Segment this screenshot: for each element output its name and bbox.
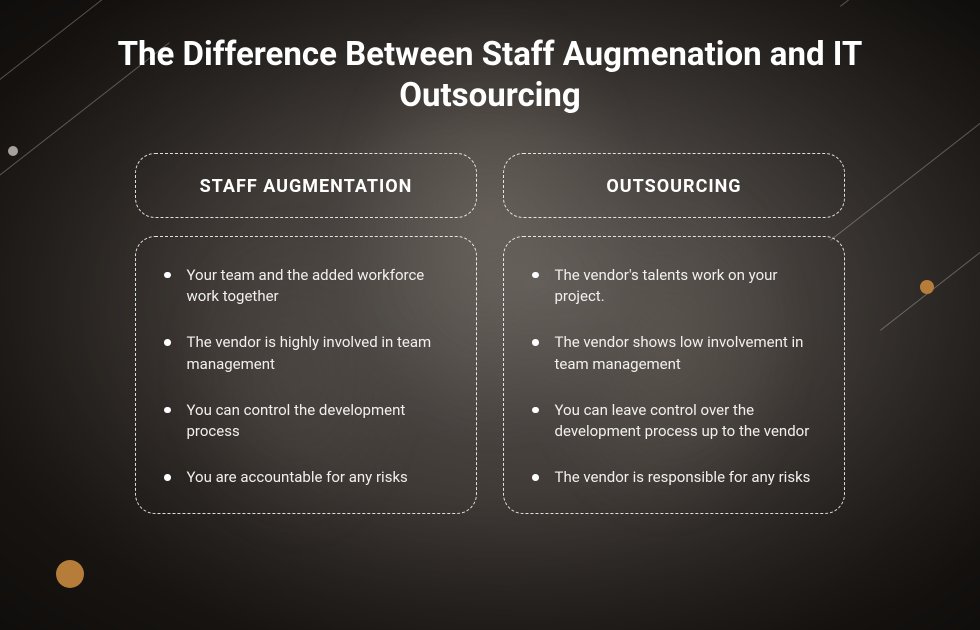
bullet-icon [164, 339, 171, 346]
column-body-box: The vendor's talents work on your projec… [503, 236, 845, 514]
columns-container: STAFF AUGMENTATION Your team and the adde… [60, 153, 920, 514]
bullet-icon [532, 339, 539, 346]
column-header: STAFF AUGMENTATION [156, 176, 456, 197]
column-body-box: Your team and the added workforce work t… [135, 236, 477, 514]
item-text: The vendor is highly involved in team ma… [187, 332, 455, 376]
item-text: The vendor's talents work on your projec… [555, 265, 823, 309]
item-text: The vendor shows low involvement in team… [555, 332, 823, 376]
list-item: Your team and the added workforce work t… [158, 265, 454, 309]
bullet-icon [532, 407, 539, 414]
list-item: You can control the development process [158, 400, 454, 444]
item-text: The vendor is responsible for any risks [555, 467, 823, 489]
comparison-column: STAFF AUGMENTATION Your team and the adde… [135, 153, 477, 514]
list-item: The vendor is responsible for any risks [526, 467, 822, 489]
list-item: The vendor's talents work on your projec… [526, 265, 822, 309]
bullet-icon [164, 407, 171, 414]
item-list: The vendor's talents work on your projec… [526, 265, 822, 489]
column-header-box: STAFF AUGMENTATION [135, 153, 477, 218]
item-list: Your team and the added workforce work t… [158, 265, 454, 489]
bullet-icon [532, 474, 539, 481]
list-item: The vendor shows low involvement in team… [526, 332, 822, 376]
comparison-column: OUTSOURCING The vendor's talents work on … [503, 153, 845, 514]
column-header: OUTSOURCING [524, 176, 824, 197]
bullet-icon [164, 474, 171, 481]
page-title: The Difference Between Staff Augmenation… [110, 34, 870, 117]
item-text: You are accountable for any risks [187, 467, 455, 489]
infographic-container: The Difference Between Staff Augmenation… [0, 0, 980, 630]
list-item: You can leave control over the developme… [526, 400, 822, 444]
list-item: The vendor is highly involved in team ma… [158, 332, 454, 376]
bullet-icon [164, 272, 171, 279]
list-item: You are accountable for any risks [158, 467, 454, 489]
item-text: You can control the development process [187, 400, 455, 444]
item-text: Your team and the added workforce work t… [187, 265, 455, 309]
column-header-box: OUTSOURCING [503, 153, 845, 218]
bullet-icon [532, 272, 539, 279]
item-text: You can leave control over the developme… [555, 400, 823, 444]
